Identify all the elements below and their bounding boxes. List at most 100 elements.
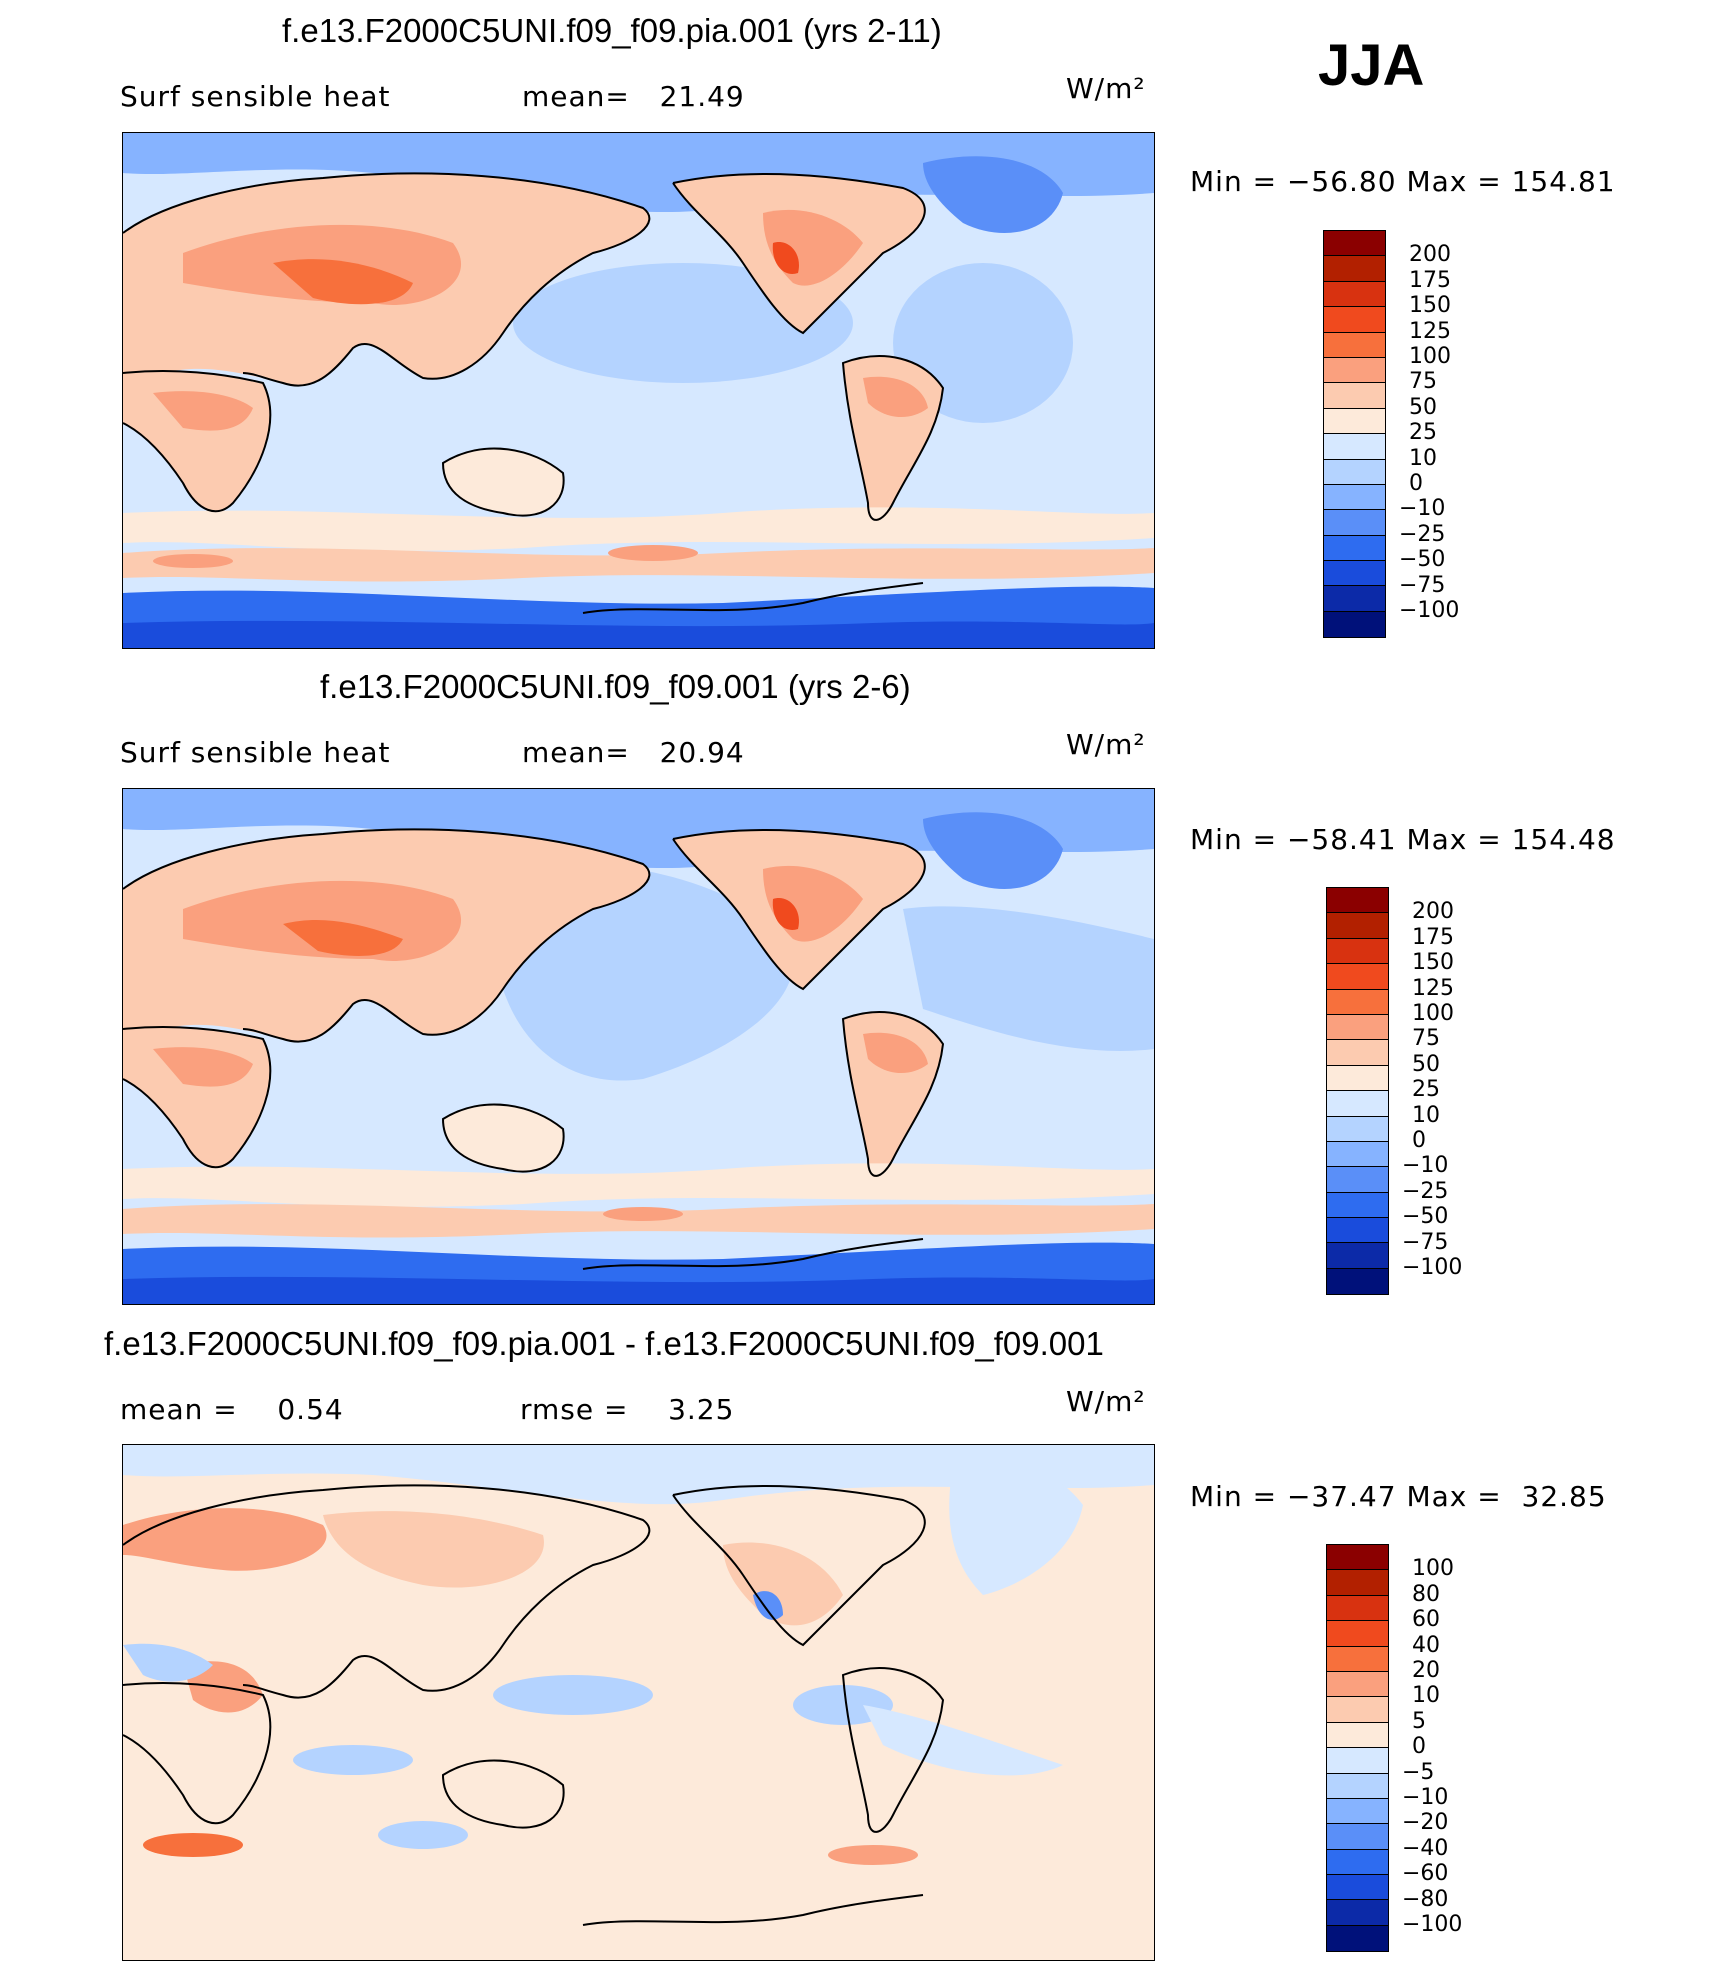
panel-1-title: f.e13.F2000C5UNI.f09_f09.pia.001 (yrs 2-… (282, 12, 942, 49)
panel-2-map-svg (123, 789, 1154, 1304)
colorbar-tick-label: −10 (1399, 496, 1446, 522)
colorbar-tick-label: 175 (1412, 924, 1454, 950)
colorbar-segment (1327, 1243, 1388, 1269)
colorbar-tick-label: 50 (1409, 394, 1437, 420)
colorbar-tick-label: 100 (1409, 344, 1451, 369)
colorbar-segment (1327, 1849, 1388, 1876)
colorbar-segment (1324, 383, 1385, 409)
colorbar-segment (1327, 1646, 1388, 1672)
colorbar-segment (1327, 964, 1388, 990)
colorbar-segment (1327, 1773, 1388, 1799)
colorbar-tick-label: 200 (1412, 899, 1454, 925)
colorbar-segment (1324, 484, 1385, 511)
colorbar-segment (1324, 357, 1385, 384)
colorbar-segment (1327, 888, 1388, 914)
panel-2-mean-label: mean= 20.94 (522, 736, 745, 769)
panel-1-units-label: W/m² (1066, 72, 1146, 105)
colorbar-segment (1327, 1091, 1388, 1117)
colorbar-tick-label: −75 (1402, 1229, 1449, 1255)
colorbar-tick-label: 10 (1412, 1683, 1440, 1709)
colorbar-segment (1327, 1014, 1388, 1041)
colorbar-tick-label: −75 (1399, 572, 1446, 598)
colorbar-segment (1324, 535, 1385, 562)
panel-2-minmax-label: Min = −58.41 Max = 154.48 (1190, 823, 1616, 856)
colorbar-segment (1327, 1545, 1388, 1571)
colorbar-segment (1324, 307, 1385, 333)
colorbar-tick-label: 40 (1412, 1632, 1440, 1658)
colorbar-tick-label: 5 (1412, 1708, 1426, 1734)
colorbar-segment (1327, 1595, 1388, 1622)
colorbar-tick-label: 125 (1409, 318, 1451, 344)
panel-3-map (122, 1444, 1155, 1961)
panel-3-minmax-label: Min = −37.47 Max = 32.85 (1190, 1480, 1607, 1513)
colorbar-segment (1327, 1824, 1388, 1850)
panel-2-title: f.e13.F2000C5UNI.f09_f09.001 (yrs 2-6) (320, 668, 911, 705)
colorbar-segment (1324, 256, 1385, 282)
colorbar-segment (1327, 1621, 1388, 1647)
panel-3-rmse-label: rmse = 3.25 (520, 1393, 735, 1426)
colorbar-tick-label: 100 (1412, 1001, 1454, 1026)
panel-3-title: f.e13.F2000C5UNI.f09_f09.pia.001 - f.e13… (104, 1325, 1104, 1362)
panel-3-mean-label: mean = 0.54 (120, 1393, 344, 1426)
colorbar-segment (1327, 989, 1388, 1015)
colorbar-tick-label: −40 (1402, 1835, 1449, 1861)
colorbar-tick-label: −100 (1402, 1255, 1463, 1280)
colorbar-tick-label: 0 (1412, 1128, 1426, 1153)
colorbar-tick-label: 50 (1412, 1051, 1440, 1077)
panel-1-map (122, 132, 1155, 649)
panel-3-colorbar (1326, 1544, 1389, 1953)
panel-1-mean-label: mean= 21.49 (522, 80, 745, 113)
colorbar-segment (1327, 938, 1388, 965)
colorbar-segment (1324, 281, 1385, 308)
colorbar-tick-label: 0 (1409, 471, 1423, 496)
colorbar-segment (1327, 1167, 1388, 1193)
season-label: JJA (1318, 33, 1425, 98)
colorbar-tick-label: 25 (1409, 420, 1437, 446)
colorbar-tick-label: −20 (1402, 1810, 1449, 1836)
colorbar-tick-label: −50 (1399, 547, 1446, 573)
colorbar-segment (1324, 561, 1385, 587)
colorbar-tick-label: −50 (1402, 1204, 1449, 1230)
colorbar-segment (1327, 1268, 1388, 1295)
colorbar-segment (1327, 1040, 1388, 1066)
panel-1-map-svg (123, 133, 1154, 648)
colorbar-segment (1327, 913, 1388, 939)
colorbar-segment (1327, 1722, 1388, 1749)
colorbar-tick-label: −25 (1402, 1178, 1449, 1204)
colorbar-tick-label: 150 (1409, 293, 1451, 319)
panel-2-variable-label: Surf sensible heat (120, 736, 391, 769)
colorbar-tick-label: 100 (1412, 1556, 1454, 1582)
colorbar-tick-label: −10 (1402, 1153, 1449, 1179)
colorbar-tick-label: 0 (1412, 1734, 1426, 1760)
colorbar-tick-label: 125 (1412, 975, 1454, 1001)
colorbar-tick-label: −80 (1402, 1886, 1449, 1912)
colorbar-segment (1327, 1748, 1388, 1774)
colorbar-tick-label: −100 (1399, 598, 1460, 623)
panel-3-map-svg (123, 1445, 1154, 1960)
colorbar-tick-label: 10 (1412, 1102, 1440, 1128)
panel-1-variable-label: Surf sensible heat (120, 80, 391, 113)
colorbar-segment (1327, 1192, 1388, 1219)
colorbar-segment (1324, 231, 1385, 257)
colorbar-segment (1327, 1671, 1388, 1698)
colorbar-tick-label: −100 (1402, 1912, 1463, 1937)
colorbar-segment (1324, 434, 1385, 460)
colorbar-tick-label: 175 (1409, 267, 1451, 293)
colorbar-segment (1327, 1065, 1388, 1092)
panel-2-units-label: W/m² (1066, 728, 1146, 761)
colorbar-tick-label: 200 (1409, 242, 1451, 268)
colorbar-tick-label: −10 (1402, 1785, 1449, 1810)
colorbar-segment (1327, 1900, 1388, 1926)
panel-1-minmax-label: Min = −56.80 Max = 154.81 (1190, 165, 1616, 198)
colorbar-segment (1327, 1798, 1388, 1825)
colorbar-segment (1327, 1875, 1388, 1901)
panel-1-colorbar (1323, 230, 1386, 639)
colorbar-segment (1324, 586, 1385, 612)
panel-3-units-label: W/m² (1066, 1385, 1146, 1418)
colorbar-tick-label: 75 (1409, 369, 1437, 395)
colorbar-tick-label: 60 (1412, 1607, 1440, 1633)
colorbar-tick-label: −5 (1402, 1759, 1435, 1785)
colorbar-tick-label: 150 (1412, 950, 1454, 976)
colorbar-segment (1324, 611, 1385, 638)
colorbar-tick-label: −60 (1402, 1861, 1449, 1887)
